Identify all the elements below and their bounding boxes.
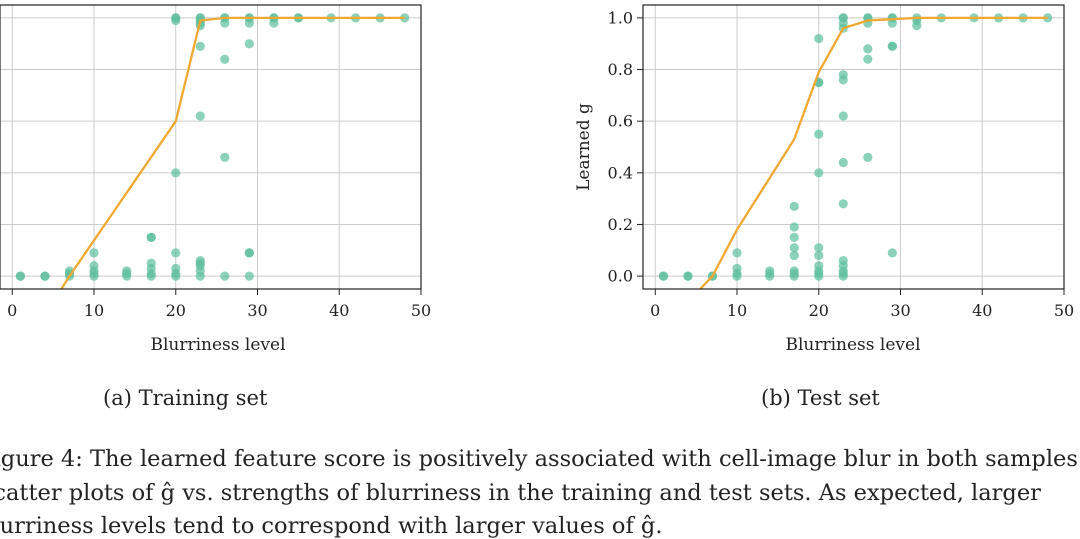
y-axis-label: Learned g <box>574 103 594 191</box>
x-tick-label: 40 <box>972 301 992 320</box>
figure-caption-line-2: Scatter plots of ĝ vs. strengths of blur… <box>0 480 1041 506</box>
data-point <box>171 248 181 258</box>
data-point <box>789 201 799 211</box>
y-tick-label: 0.6 <box>608 112 633 131</box>
data-point <box>789 266 799 276</box>
data-point <box>683 271 693 281</box>
x-tick-label: 10 <box>84 301 104 320</box>
plot-frame <box>0 4 422 290</box>
data-point <box>863 152 873 162</box>
x-tick-label: 10 <box>727 301 747 320</box>
data-point <box>838 70 848 80</box>
y-tick-label: 0.8 <box>608 60 633 79</box>
data-point <box>220 271 230 281</box>
data-point <box>171 168 181 178</box>
y-tick-label: 0.4 <box>608 163 633 182</box>
x-tick-label: 50 <box>411 301 431 320</box>
panel-a-caption: (a) Training set <box>103 386 268 410</box>
data-point <box>146 232 156 242</box>
data-point <box>863 54 873 64</box>
x-tick-label: 20 <box>166 301 186 320</box>
data-point <box>789 222 799 232</box>
data-point <box>887 248 897 258</box>
figure-caption-line-3: blurriness levels tend to correspond wit… <box>0 513 663 539</box>
data-point <box>732 248 742 258</box>
data-point <box>838 199 848 209</box>
data-point <box>195 41 205 51</box>
data-point <box>838 13 848 23</box>
x-tick-label: 0 <box>650 301 660 320</box>
x-tick-label: 50 <box>1054 301 1074 320</box>
data-point <box>789 232 799 242</box>
x-axis-label: Blurriness level <box>785 335 920 355</box>
data-point <box>40 271 50 281</box>
data-point <box>814 168 824 178</box>
data-point <box>244 271 254 281</box>
x-tick-label: 40 <box>329 301 349 320</box>
data-point <box>195 111 205 121</box>
points-layer <box>658 13 1053 281</box>
data-point <box>195 256 205 266</box>
data-point <box>658 271 669 281</box>
data-point <box>887 41 897 51</box>
data-point <box>15 271 26 281</box>
panel-b-caption: (b) Test set <box>761 386 880 410</box>
data-point <box>814 129 824 139</box>
data-point <box>863 44 873 54</box>
data-point <box>838 256 848 266</box>
data-point <box>838 157 848 168</box>
fit-line <box>699 16 1048 289</box>
y-tick-label: 0.0 <box>608 267 633 286</box>
y-tick-label: 0.2 <box>608 215 633 234</box>
fit-line <box>60 16 405 289</box>
x-axis-label: Blurriness level <box>150 335 285 355</box>
x-tick-label: 0 <box>7 301 17 320</box>
data-point <box>765 266 775 276</box>
data-point <box>171 263 181 273</box>
x-tick-label: 20 <box>809 301 829 320</box>
data-point <box>122 266 132 276</box>
panel-b-scatter-plot: 0 10 20 30 40 50 0.0 0.2 0.4 0.6 0.8 1.0 Blurriness … <box>574 4 1074 355</box>
data-point <box>146 258 156 268</box>
points-layer <box>15 13 410 281</box>
data-point <box>789 250 799 261</box>
data-point <box>838 111 848 121</box>
data-point <box>789 243 799 253</box>
data-point <box>89 248 99 258</box>
data-point <box>814 243 824 253</box>
data-point <box>814 250 824 261</box>
panel-a-scatter-plot: 010203040500.00.20.40.60.81.0Blurriness … <box>0 4 431 355</box>
data-point <box>171 13 181 23</box>
data-point <box>220 152 230 162</box>
data-point <box>814 261 824 271</box>
data-point <box>89 261 99 271</box>
data-point <box>244 39 254 49</box>
data-point <box>814 33 824 44</box>
x-tick-label: 30 <box>890 301 910 320</box>
figure-caption-line-1: Figure 4: The learned feature score is p… <box>0 446 1080 472</box>
y-tick-label: 1.0 <box>608 8 633 27</box>
x-tick-label: 30 <box>247 301 267 320</box>
data-point <box>220 54 230 64</box>
plot-frame <box>642 4 1065 290</box>
data-point <box>732 263 742 273</box>
data-point <box>244 248 254 258</box>
